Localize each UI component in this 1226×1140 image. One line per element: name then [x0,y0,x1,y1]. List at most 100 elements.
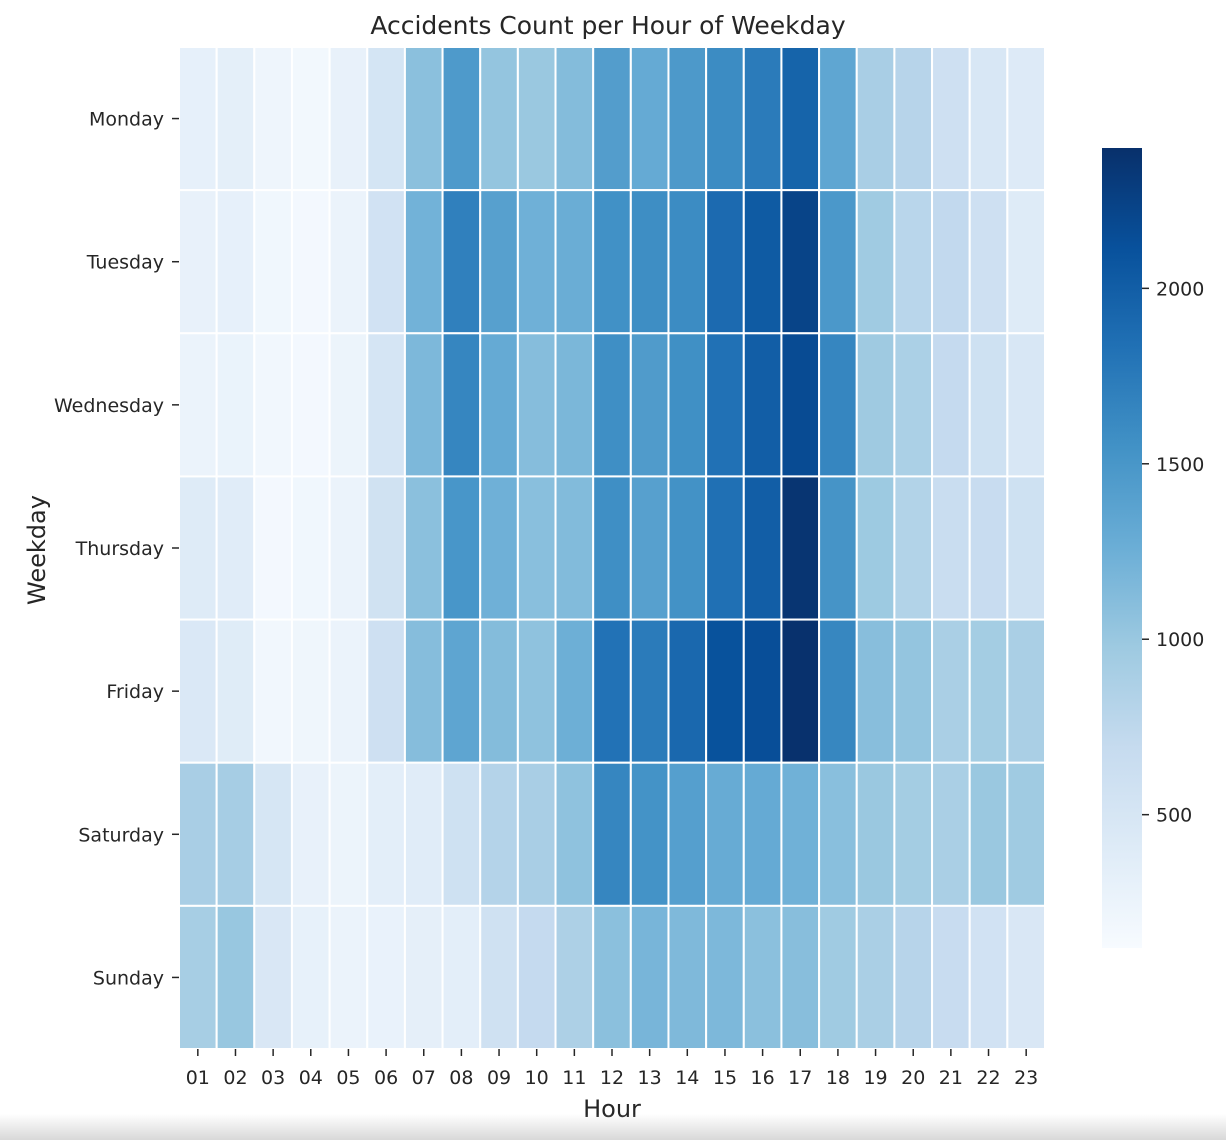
heatmap-cell [1006,618,1047,764]
heatmap-cell [855,761,896,907]
y-tick-label: Saturday [78,824,164,846]
heatmap-cells [178,46,1047,1050]
heatmap-cell [629,761,670,907]
x-tick-label: 12 [600,1067,624,1089]
heatmap-cell [479,618,519,764]
heatmap-cell [667,761,708,907]
heatmap-cell [818,904,858,1050]
heatmap-cell [290,618,331,764]
heatmap-cell [1006,189,1047,335]
heatmap-cell [629,618,670,764]
heatmap-cell [554,46,595,192]
heatmap-cell [516,618,557,764]
colorbar-tick-label: 1000 [1156,629,1204,651]
heatmap-cell [366,475,406,621]
heatmap-cell [290,761,331,907]
heatmap-cell [516,332,557,478]
heatmap-cell [931,904,971,1050]
heatmap-cell [705,332,745,478]
heatmap-cell [968,475,1009,621]
heatmap-cell [705,618,745,764]
heatmap-cell [1006,904,1047,1050]
heatmap-cell [403,332,444,478]
heatmap-cell [516,475,557,621]
colorbar-tick-label: 2000 [1156,278,1204,300]
heatmap-cell [366,332,406,478]
heatmap-cell [441,904,482,1050]
heatmap-cell [403,761,444,907]
heatmap-cell [592,46,632,192]
heatmap-cell [554,618,595,764]
heatmap-cell [893,904,934,1050]
y-tick-label: Monday [89,109,164,131]
heatmap-cell [780,46,821,192]
heatmap-cell [667,618,708,764]
x-tick-label: 05 [336,1067,360,1089]
heatmap-cell [968,618,1009,764]
heatmap-cell [968,46,1009,192]
heatmap-cell [931,332,971,478]
heatmap-cell [629,46,670,192]
heatmap-cell [253,761,293,907]
heatmap-cell [479,761,519,907]
y-tick-label: Wednesday [54,395,164,417]
heatmap-cell [931,475,971,621]
x-tick-label: 18 [826,1067,850,1089]
heatmap-cell [742,46,783,192]
heatmap-cell [328,618,369,764]
heatmap-cell [592,475,632,621]
x-tick-label: 01 [186,1067,210,1089]
y-tick-label: Sunday [93,967,164,989]
heatmap-cell [667,475,708,621]
heatmap-cell [479,46,519,192]
heatmap-cell [667,189,708,335]
heatmap-cell [893,189,934,335]
y-tick-label: Friday [106,681,164,703]
heatmap-cell [253,332,293,478]
heatmap-cell [403,904,444,1050]
heatmap-cell [479,189,519,335]
heatmap-cell [705,904,745,1050]
x-tick-label: 16 [751,1067,775,1089]
heatmap-cell [328,904,369,1050]
heatmap-cell [403,189,444,335]
heatmap-cell [516,189,557,335]
heatmap-cell [215,761,256,907]
heatmap-cell [516,904,557,1050]
colorbar-tick-label: 1500 [1156,454,1204,476]
heatmap-cell [818,332,858,478]
colorbar-tick-label: 500 [1156,805,1192,827]
heatmap-cell [818,475,858,621]
heatmap-cell [178,475,218,621]
heatmap-cell [780,332,821,478]
heatmap-cell [290,904,331,1050]
heatmap-cell [441,46,482,192]
heatmap-cell [968,189,1009,335]
heatmap-cell [968,332,1009,478]
heatmap-cell [366,761,406,907]
heatmap-cell [215,475,256,621]
heatmap-cell [855,904,896,1050]
x-tick-label: 21 [939,1067,963,1089]
colorbar [1102,148,1142,948]
x-axis: 01 02 03 04 05 06 07 08 09 10 11 12 13 14 15 16 17 18 19 20… [186,1049,1038,1089]
heatmap-cell [366,904,406,1050]
x-tick-label: 22 [976,1067,1000,1089]
heatmap-cell [1006,475,1047,621]
heatmap-cell [253,189,293,335]
heatmap-cell [667,904,708,1050]
heatmap-cell [178,761,218,907]
heatmap-cell [893,761,934,907]
x-tick-label: 15 [713,1067,737,1089]
heatmap-cell [290,46,331,192]
heatmap-cell [592,618,632,764]
chart-title: Accidents Count per Hour of Weekday [370,11,846,40]
heatmap-cell [1006,46,1047,192]
heatmap-cell [931,189,971,335]
heatmap-cell [893,618,934,764]
heatmap-cell [629,475,670,621]
heatmap-cell [893,475,934,621]
heatmap-cell [178,189,218,335]
heatmap-cell [441,761,482,907]
heatmap-cell [855,46,896,192]
